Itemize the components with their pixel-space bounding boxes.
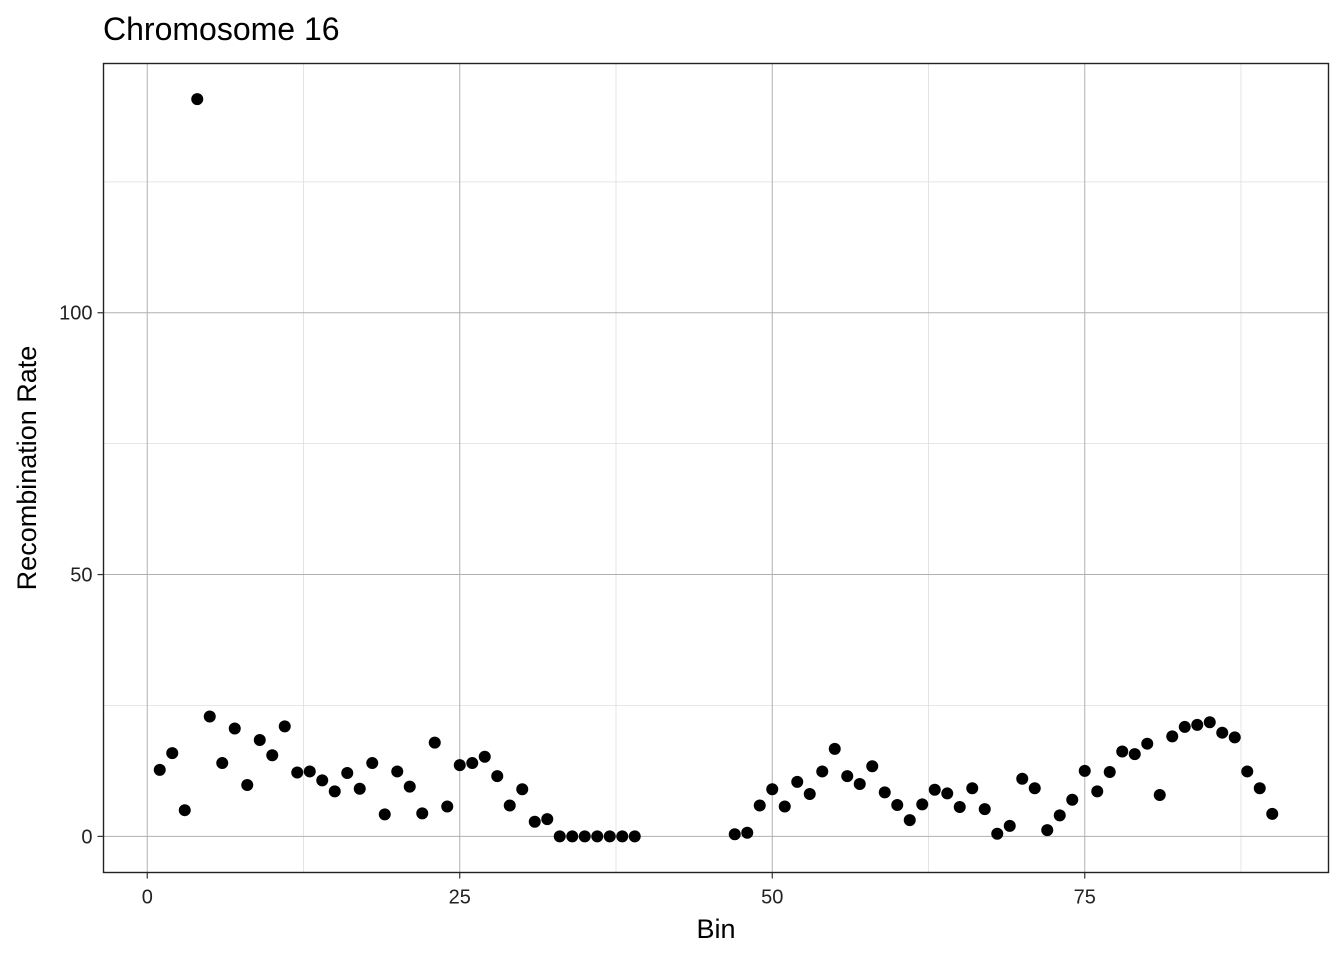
data-point (166, 747, 179, 760)
data-point (391, 765, 404, 778)
x-tick-label: 75 (1074, 887, 1096, 909)
data-point (353, 782, 366, 795)
data-point (491, 770, 504, 783)
data-point (1078, 764, 1091, 777)
y-axis-title: Recombination Rate (12, 346, 42, 591)
data-point (341, 767, 354, 780)
x-axis-title: Bin (696, 914, 735, 944)
data-point (1228, 731, 1241, 744)
data-point (1153, 789, 1166, 802)
data-point (1141, 737, 1154, 750)
data-point (991, 827, 1004, 840)
data-point (891, 798, 904, 811)
data-point (378, 808, 391, 821)
data-point (941, 787, 954, 800)
data-point (791, 775, 804, 788)
data-point (578, 830, 591, 843)
data-points (153, 93, 1279, 843)
data-point (328, 785, 341, 798)
data-point (778, 800, 791, 813)
data-point (1091, 785, 1104, 798)
data-point (728, 828, 741, 841)
data-point (541, 813, 554, 826)
data-point (841, 770, 854, 783)
data-point (241, 779, 254, 792)
data-point (153, 763, 166, 776)
data-point (1066, 793, 1079, 806)
data-point (216, 757, 229, 770)
data-point (1166, 730, 1179, 743)
data-point (928, 783, 941, 796)
data-point (466, 757, 479, 770)
data-point (503, 799, 516, 812)
y-tick-label: 0 (81, 826, 92, 848)
data-point (528, 815, 541, 828)
data-point (316, 774, 329, 787)
data-point (1191, 718, 1204, 731)
data-point (191, 93, 204, 106)
data-point (178, 804, 191, 817)
data-point (266, 749, 279, 762)
data-point (953, 801, 966, 814)
data-point (1116, 745, 1129, 758)
data-point (1203, 716, 1216, 729)
data-point (1016, 772, 1029, 785)
y-tick-label: 50 (70, 565, 92, 587)
data-point (253, 734, 266, 747)
data-point (853, 778, 866, 791)
data-point (441, 800, 454, 813)
data-point (553, 830, 566, 843)
data-point (1266, 807, 1279, 820)
data-point (516, 783, 529, 796)
axis-ticks: 0 25 50 75 0 50 100 (59, 303, 1096, 909)
data-point (1216, 726, 1229, 739)
data-point (1028, 782, 1041, 795)
data-point (1253, 782, 1266, 795)
data-point (741, 826, 754, 839)
x-tick-label: 0 (142, 887, 153, 909)
data-point (978, 803, 991, 816)
data-point (878, 786, 891, 799)
data-point (1053, 809, 1066, 822)
data-point (566, 830, 579, 843)
data-point (866, 760, 879, 773)
data-point (1041, 824, 1054, 837)
data-point (591, 830, 604, 843)
data-point (628, 830, 641, 843)
data-point (753, 799, 766, 812)
data-point (478, 750, 491, 763)
data-point (366, 757, 379, 770)
data-point (278, 720, 291, 733)
data-point (766, 783, 779, 796)
data-point (603, 830, 616, 843)
plot-panel-border (102, 62, 1330, 874)
x-tick-label: 50 (761, 887, 783, 909)
grid-lines (103, 63, 1329, 873)
data-point (828, 742, 841, 755)
data-point (428, 736, 441, 749)
data-point (816, 765, 829, 778)
data-point (1128, 748, 1141, 761)
data-point (916, 798, 929, 811)
data-point (416, 807, 429, 820)
chart-title: Chromosome 16 (103, 11, 340, 47)
data-point (1003, 819, 1016, 832)
x-tick-label: 25 (449, 887, 471, 909)
data-point (228, 722, 241, 735)
data-point (903, 814, 916, 827)
data-point (966, 782, 979, 795)
data-point (303, 765, 316, 778)
data-point (453, 759, 466, 772)
y-tick-label: 100 (59, 303, 92, 325)
data-point (1178, 720, 1191, 733)
data-point (403, 780, 416, 793)
data-point (616, 830, 629, 843)
data-point (803, 787, 816, 800)
data-point (291, 766, 304, 779)
data-point (203, 710, 216, 723)
data-point (1241, 765, 1254, 778)
data-point (1103, 765, 1116, 778)
